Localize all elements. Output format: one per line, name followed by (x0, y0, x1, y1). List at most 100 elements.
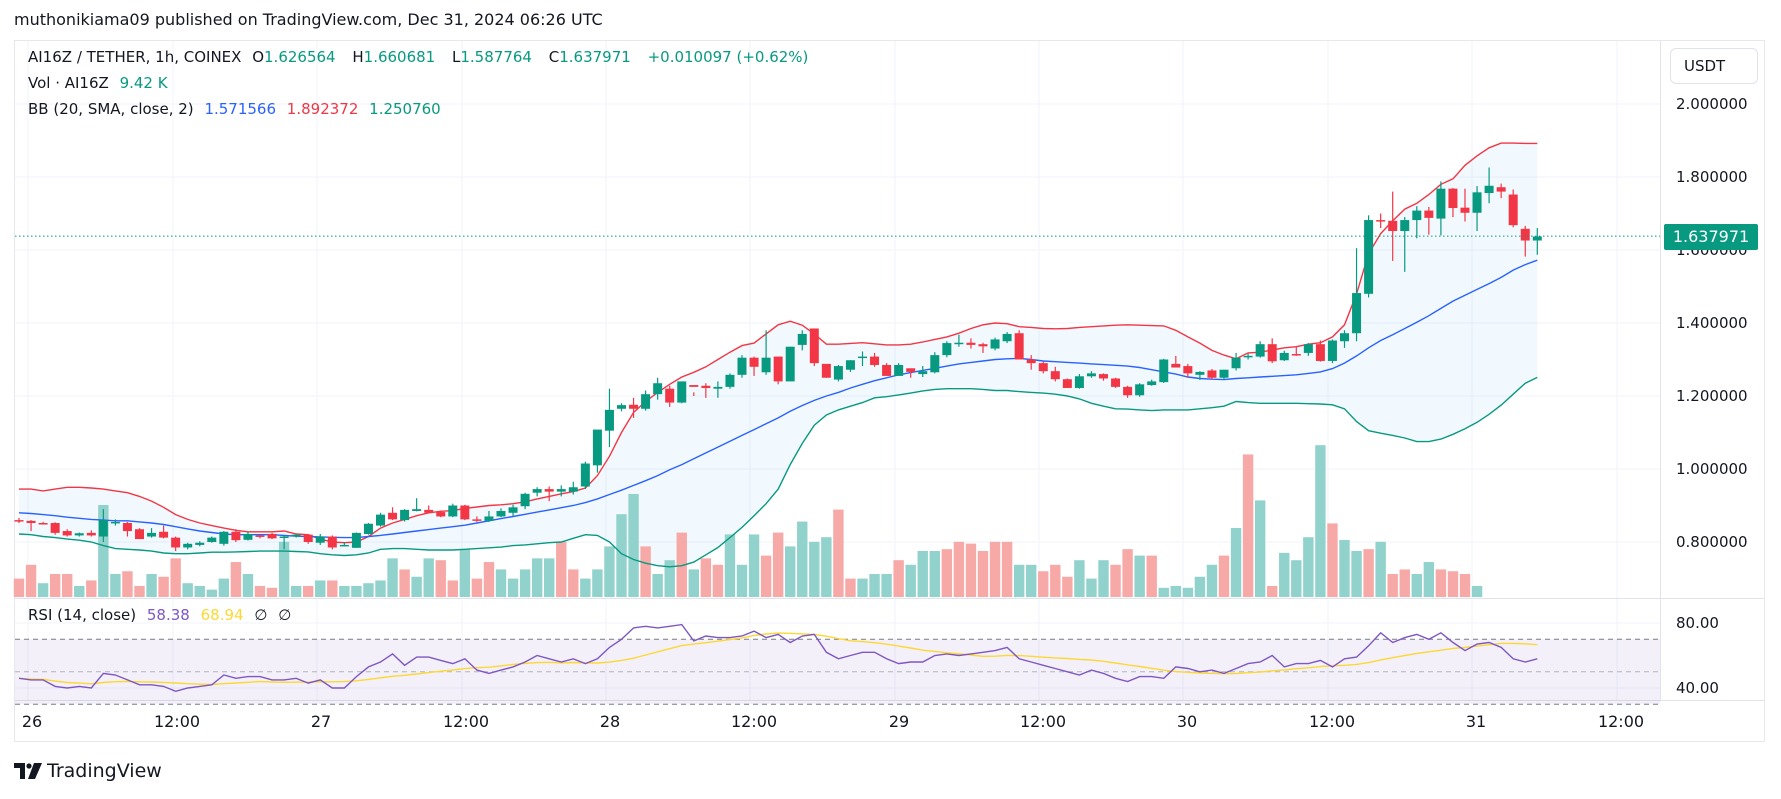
candle-body (74, 533, 84, 536)
candle-body (918, 371, 928, 375)
candle-body (532, 489, 542, 493)
candle-body (219, 531, 229, 544)
volume-bar (1038, 571, 1049, 597)
volume-bar (110, 574, 121, 597)
candle-body (1436, 188, 1446, 219)
volume-bar (604, 546, 615, 597)
volume-bar (25, 564, 37, 597)
volume-bar (1001, 541, 1013, 597)
currency-button[interactable]: USDT (1670, 48, 1758, 84)
volume-bar (206, 589, 217, 597)
volume-bar (1411, 574, 1422, 597)
candle-body (653, 383, 663, 395)
volume-bar (821, 537, 832, 597)
rsi-axis-label: 80.00 (1676, 614, 1719, 632)
candle-body (1532, 236, 1542, 241)
candle-body (882, 364, 892, 376)
volume-bar (254, 585, 266, 597)
candle-body (737, 357, 747, 375)
volume-bar (568, 569, 579, 597)
bb-lower-line (18, 376, 1538, 568)
volume-bar (1050, 564, 1061, 597)
candle-body (1038, 363, 1048, 372)
volume-bar (1218, 555, 1230, 597)
candle-body (592, 429, 602, 466)
time-axis-label: 12:00 (1019, 712, 1067, 731)
volume-bar (471, 578, 483, 597)
bb-upper-line (19, 142, 1538, 544)
time-axis-label: 12:00 (730, 712, 778, 731)
volume-bar (1206, 564, 1218, 597)
candle-body (183, 543, 193, 548)
candle-body (1484, 185, 1494, 194)
candle-body (1195, 371, 1205, 375)
candle-body (641, 394, 651, 409)
rsi-ma-value: 68.94 (200, 606, 244, 624)
volume-bar (303, 585, 314, 597)
rsi-legend: RSI (14, close) 58.38 68.94 ∅ ∅ (28, 606, 297, 624)
candle-body (942, 343, 952, 356)
volume-bar (1447, 571, 1459, 597)
candle-body (62, 531, 72, 536)
volume-bar (1267, 585, 1278, 597)
volume-bar (809, 541, 820, 597)
volume-label[interactable]: Vol · AI16Z (28, 74, 109, 92)
candle-body (424, 509, 434, 513)
volume-bar (965, 543, 977, 597)
volume-bar (1471, 585, 1483, 597)
volume-bar (941, 549, 953, 597)
bb-label[interactable]: BB (20, SMA, close, 2) (28, 100, 194, 118)
candle-body (98, 520, 108, 537)
volume-bar (399, 569, 410, 597)
candle-body (809, 328, 819, 364)
volume-bar (724, 534, 736, 597)
volume-bar (1194, 576, 1206, 597)
volume-bar (700, 558, 712, 597)
volume-bar (122, 571, 133, 597)
time-axis-label: 28 (599, 712, 621, 731)
symbol-title[interactable]: AI16Z / TETHER, 1h, COINEX (28, 48, 242, 66)
volume-bar (893, 560, 904, 597)
volume-bar (1122, 549, 1133, 597)
volume-bar (712, 564, 724, 597)
volume-bar (1230, 528, 1242, 597)
volume-value: 9.42 K (119, 74, 168, 92)
price-axis-label: 1.000000 (1676, 460, 1748, 478)
volume-bar (1459, 574, 1471, 597)
volume-bar (616, 514, 627, 597)
candle-body (1303, 344, 1313, 353)
candle-body (1376, 220, 1386, 222)
volume-bar (459, 549, 471, 597)
candle-body (677, 381, 687, 403)
candle-body (617, 405, 626, 409)
volume-bar (13, 578, 25, 597)
rsi-label[interactable]: RSI (14, close) (28, 606, 137, 624)
volume-bar (592, 569, 603, 597)
candle-body (1086, 373, 1096, 377)
candle-body (1388, 220, 1398, 232)
candle-body (1243, 355, 1253, 358)
tradingview-logo[interactable]: TradingView (14, 760, 162, 782)
volume-bar (929, 551, 940, 597)
candle-body (568, 487, 578, 492)
time-axis-label: 30 (1176, 712, 1198, 731)
time-axis-label: 27 (310, 712, 332, 731)
candle-body (1340, 333, 1349, 342)
candle-body (448, 505, 458, 517)
price-axis-label: 1.200000 (1676, 387, 1748, 405)
volume-bar (1110, 564, 1121, 597)
candle-body (604, 409, 614, 431)
volume-bar (158, 576, 169, 597)
candle-body (701, 385, 711, 388)
time-axis-label: 12:00 (1308, 712, 1356, 731)
tradingview-logo-icon (14, 763, 42, 779)
volume-bar (785, 546, 796, 597)
time-axis-label: 12:00 (442, 712, 490, 731)
volume-bar (182, 583, 193, 597)
candle-body (629, 404, 639, 409)
close-label: C (548, 48, 560, 66)
candle-body (1508, 194, 1518, 226)
candle-body (1014, 333, 1024, 360)
volume-bar (917, 551, 928, 597)
